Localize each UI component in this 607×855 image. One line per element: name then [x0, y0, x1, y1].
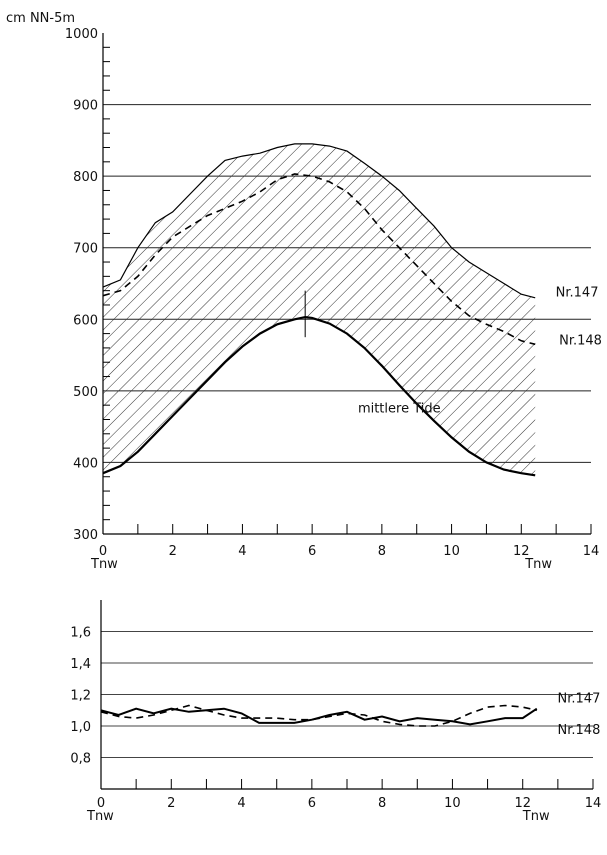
x-label-right-bottom: Tnw: [522, 809, 550, 824]
x-tick-label: 6: [308, 796, 316, 811]
y-tick-label: 1,0: [70, 720, 91, 735]
x-tick-label: 10: [444, 796, 461, 811]
x-tick-label: 14: [585, 796, 602, 811]
y-tick-label: 700: [73, 242, 98, 257]
bottom-series: [100, 704, 538, 727]
y-tick-label: 1000: [65, 27, 98, 42]
x-tick-label: 12: [513, 544, 530, 559]
y-tick-label: 1,2: [70, 689, 91, 704]
x-tick-label: 12: [514, 796, 531, 811]
unit-label: cm NN-5m: [6, 11, 75, 26]
top-series: [102, 143, 536, 477]
top-chart: cm NN-5m 300 400 500 600 700 800 900 1000 0 2 4 6 8 1…: [6, 11, 602, 572]
top-annotations: mittlere Tide Nr.147 Nr.148: [358, 285, 602, 416]
x-tick-label: 2: [167, 796, 175, 811]
bottom-chart: 0,8 1,0 1,2 1,4 1,6 0 2 4 6 8 10 12 14 Tnw Tnw Nr.14…: [70, 600, 601, 824]
annotation: Nr.147: [558, 691, 601, 706]
x-tick-label: 4: [238, 544, 246, 559]
x-tick-label: 4: [237, 796, 245, 811]
bottom-annotations: Nr.147 Nr.148: [558, 691, 601, 738]
y-tick-label: 900: [73, 99, 98, 114]
y-tick-label: 300: [73, 528, 98, 543]
y-tick-label: 800: [73, 170, 98, 185]
x-tick-label: 6: [308, 544, 316, 559]
x-tick-label: 10: [443, 544, 460, 559]
bottom-tick-labels: 0,8 1,0 1,2 1,4 1,6 0 2 4 6 8 10 12 14: [70, 626, 601, 812]
series-line-1: [102, 143, 536, 299]
tide-range-band: [103, 143, 536, 476]
series-line-2: [102, 173, 536, 346]
x-tick-label: 8: [378, 796, 386, 811]
bottom-grid: [101, 631, 593, 758]
bottom-axes: [100, 600, 594, 790]
top-tick-labels: 300 400 500 600 700 800 900 1000 0 2 4 6 8 10 12 14: [65, 27, 599, 559]
x-label-left: Tnw: [90, 557, 118, 572]
x-label-right: Tnw: [524, 557, 552, 572]
y-tick-label: 0,8: [70, 752, 91, 767]
x-tick-label: 0: [99, 544, 107, 559]
annotation: Nr.148: [559, 333, 602, 348]
annotation: Nr.148: [558, 723, 601, 738]
annotation: mittlere Tide: [358, 401, 441, 416]
top-axes: [102, 33, 592, 535]
y-tick-label: 1,4: [70, 657, 91, 672]
x-label-left-bottom: Tnw: [86, 809, 114, 824]
y-tick-label: 1,6: [70, 626, 91, 641]
annotation: Nr.147: [556, 285, 599, 300]
x-tick-label: 2: [169, 544, 177, 559]
x-tick-label: 8: [378, 544, 386, 559]
x-tick-label: 0: [97, 796, 105, 811]
y-tick-label: 500: [73, 385, 98, 400]
y-tick-label: 400: [73, 456, 98, 471]
x-tick-label: 14: [583, 544, 600, 559]
series-line-3: [102, 315, 536, 477]
series-line-2: [100, 704, 537, 727]
y-tick-label: 600: [73, 313, 98, 328]
